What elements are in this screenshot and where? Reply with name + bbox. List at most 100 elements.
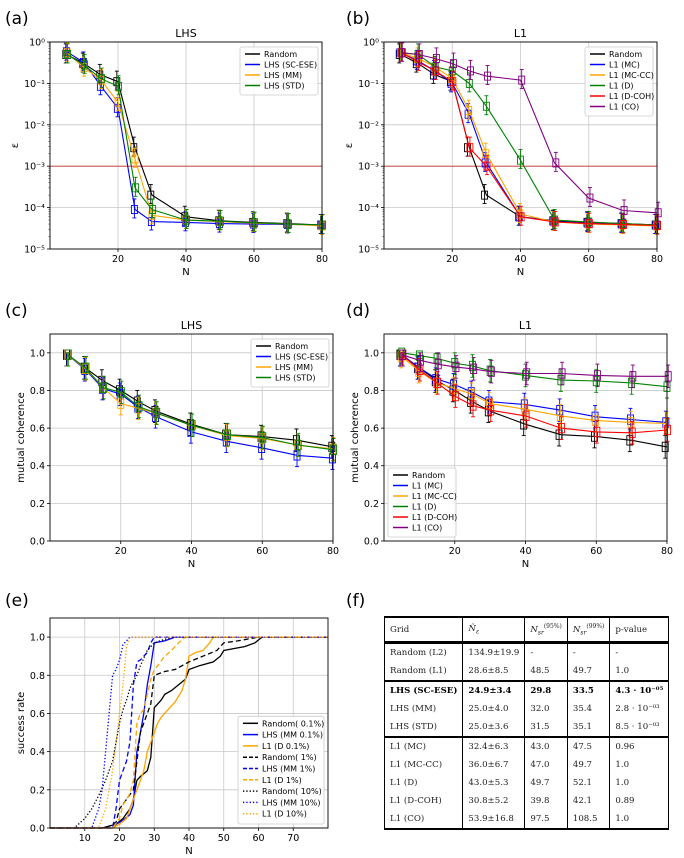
series-line	[50, 636, 328, 829]
series-line	[66, 54, 323, 226]
y-axis-label: mutual coherence	[350, 392, 361, 483]
legend-label: Random	[264, 50, 297, 59]
box-marker	[415, 50, 423, 59]
table-cell: 1.0	[609, 662, 670, 681]
table-cell: L1 (MC)	[383, 736, 464, 756]
table-cell: 1.0	[609, 774, 670, 792]
plot-frame	[49, 333, 334, 542]
x-tick-label: 20	[449, 546, 461, 557]
table-cell: L1 (CO)	[383, 810, 464, 830]
x-tick-label: 60	[583, 254, 595, 265]
legend-label: L1 (CO)	[412, 524, 442, 533]
chart-title: LHS	[175, 27, 196, 40]
y-axis-label: success rate	[16, 692, 27, 755]
table-cell: 8.5 · 10⁻⁰³	[609, 718, 670, 737]
box-marker	[415, 57, 423, 67]
y-axis-label: ε	[344, 143, 355, 148]
box-marker	[149, 205, 157, 214]
y-tick-label: 0.6	[30, 709, 45, 720]
series-line	[50, 636, 328, 829]
table-cell: Random (L1)	[383, 662, 464, 681]
legend-label: L1 (D-COH)	[412, 513, 457, 522]
table-cell: 31.5	[524, 718, 568, 737]
box-marker	[117, 398, 125, 409]
box-marker	[294, 439, 302, 451]
box-marker	[620, 220, 627, 229]
chart-title: L1	[519, 319, 532, 332]
box-marker	[594, 370, 601, 381]
y-tick-label: 10⁻¹	[358, 79, 379, 90]
box-marker	[450, 383, 458, 394]
legend-label: L1 (MC-CC)	[412, 492, 457, 501]
y-tick-label: 0.0	[30, 537, 45, 548]
col-header-pvalue: p-value	[609, 616, 670, 644]
y-tick-label: 10⁻⁵	[358, 245, 379, 256]
table-cell: 134.9±19.9	[462, 642, 526, 662]
y-tick-label: 10⁻⁴	[24, 203, 45, 214]
series-line	[401, 354, 668, 434]
legend-box	[237, 715, 325, 825]
box-marker	[558, 368, 566, 379]
box-marker	[627, 417, 635, 428]
box-marker	[81, 60, 89, 70]
table-cell: 47.5	[566, 736, 611, 756]
box-marker	[523, 368, 531, 379]
x-tick-label: 50	[218, 833, 230, 844]
table-cell: 25.0±3.6	[462, 718, 526, 737]
x-tick-label: 60	[248, 254, 260, 265]
table-cell: 43.0±5.3	[462, 774, 526, 792]
box-marker	[628, 427, 636, 438]
box-marker	[181, 212, 189, 222]
x-tick-label: 60	[590, 546, 602, 557]
table-cell: 28.6±8.5	[462, 662, 526, 681]
y-tick-label: 0.8	[30, 671, 45, 682]
x-axis-label: N	[522, 559, 529, 570]
table-cell: 25.0±4.0	[462, 700, 526, 718]
table-row: L1 (D-COH) 30.8±5.2 39.8 42.1 0.89	[383, 792, 670, 810]
x-axis-label: N	[185, 846, 192, 857]
box-marker	[130, 143, 138, 153]
table-cell: Random (L2)	[383, 642, 464, 662]
panel-label-a: (a)	[5, 9, 29, 29]
box-marker	[134, 403, 142, 414]
box-marker	[465, 106, 473, 116]
box-marker	[516, 209, 524, 219]
panel-label-e: (e)	[5, 591, 29, 611]
panel-label-c: (c)	[5, 301, 28, 321]
x-tick-label: 80	[327, 546, 339, 557]
x-tick-label: 80	[661, 546, 673, 557]
table-cell: 24.9±3.4	[462, 680, 526, 700]
box-marker	[592, 375, 600, 387]
series-line	[401, 352, 668, 388]
legend-box	[250, 338, 330, 388]
y-tick-label: 10⁻¹	[24, 79, 45, 90]
y-tick-label: 10⁻⁴	[358, 203, 379, 214]
table-cell: LHS (STD)	[383, 718, 464, 737]
box-marker	[448, 66, 456, 76]
box-marker	[517, 212, 525, 222]
table-row: LHS (SC-ESE) 24.9±3.4 29.8 33.5 4.3 · 10⁻⁰⁵	[383, 680, 670, 700]
table-cell: LHS (SC-ESE)	[383, 680, 464, 700]
x-axis-label: N	[182, 267, 189, 278]
box-marker	[468, 360, 476, 372]
table-row: Random (L1) 28.6±8.5 48.5 49.7 1.0	[383, 662, 670, 681]
table-row: L1 (D) 43.0±5.3 49.7 52.1 1.0	[383, 774, 670, 792]
table-cell: 39.8	[524, 792, 568, 810]
series-line	[400, 52, 658, 227]
box-marker	[431, 375, 439, 387]
x-tick-label: 40	[514, 254, 526, 265]
y-axis-label: ε	[10, 143, 21, 148]
x-tick-label: 70	[287, 833, 299, 844]
x-tick-label: 40	[180, 254, 192, 265]
box-marker	[626, 414, 634, 425]
box-marker	[183, 215, 191, 225]
table-cell: 42.1	[566, 792, 611, 810]
y-tick-label: 1.0	[30, 348, 45, 359]
y-tick-label: 10⁻²	[358, 120, 379, 131]
box-marker	[100, 382, 108, 393]
box-marker	[398, 48, 406, 58]
x-tick-label: 20	[112, 254, 124, 265]
box-marker	[115, 81, 123, 91]
col-header-n-eps: N̂ε	[462, 616, 526, 644]
box-marker	[487, 366, 495, 377]
